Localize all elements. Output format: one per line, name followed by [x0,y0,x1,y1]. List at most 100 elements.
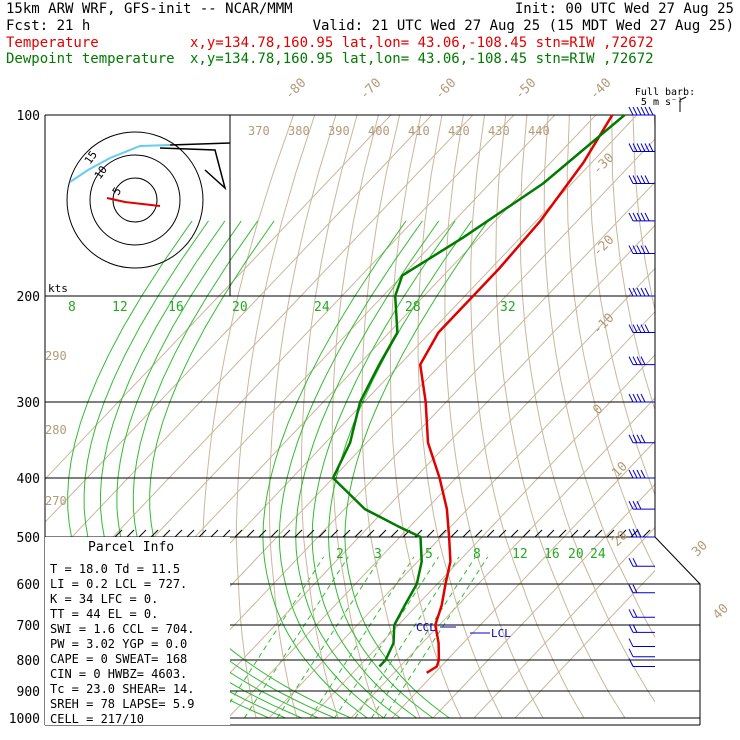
parcel-info-title: Parcel Info [88,540,174,555]
hatch-mark [558,529,567,538]
isotherm-line [309,354,655,719]
dry-adiabat [566,115,655,569]
legend-temperature-info: x,y=134.78,160.95 lat,lon= 43.06,-108.45… [190,35,654,51]
pressure-label-400: 400 [17,472,40,487]
hodo-units-label: kts [48,282,68,295]
wind-barb [628,528,655,538]
isotherm-label-top: -80 [282,76,309,103]
mixing-ratio-label: 5 [425,547,433,562]
wind-barb [628,356,655,366]
hatch-mark [210,529,219,538]
theta-label: 380 [288,124,310,138]
dry-adiabat [390,115,462,719]
moist-adiabat [311,220,456,719]
wind-barb [628,557,655,567]
hodo-speed-label: 8 [68,300,76,315]
hatch-mark [246,529,255,538]
hatch-mark [498,529,507,538]
parcel-info-row: K = 34 LFC = 0. [50,592,158,606]
hatch-mark [546,529,555,538]
wind-barb [628,143,655,152]
isotherm-line [45,115,392,480]
theta-label: 440 [528,124,550,138]
header-forecast: Fcst: 21 h [6,18,90,34]
mixing-ratio-label: 20 [568,547,584,562]
dry-adiabat [235,115,316,719]
parcel-info-row: LI = 0.2 LCL = 727. [50,577,187,591]
hatch-mark [522,529,531,538]
theta-label-left: 280 [45,423,67,437]
pressure-label-500: 500 [17,531,40,546]
wind-barb [628,106,655,116]
hodo-trace-mid [69,144,171,183]
isotherm-label-top: -50 [512,76,539,103]
moist-adiabat [278,220,423,719]
parcel-info-row: Tc = 23.0 SHEAR= 14. [50,682,195,696]
barb-legend-units: 5 m s⁻¹ [641,97,683,108]
theta-label: 410 [408,124,430,138]
hatch-mark [222,529,231,538]
hodo-speed-label: 32 [500,300,516,315]
wind-barb [628,609,655,618]
isotherm-label-top: -40 [587,76,614,103]
parcel-info-row: TT = 44 EL = 0. [50,607,158,621]
hatch-mark [486,529,495,538]
hatch-mark [186,529,195,538]
parcel-info-panel: Parcel Info T = 18.0 Td = 11.5LI = 0.2 L… [45,537,230,726]
hatch-mark [138,529,147,538]
hodo-speed-label: 24 [314,300,330,315]
hatch-mark [354,529,363,538]
header-init: Init: 00 UTC Wed 27 Aug 25 [515,1,734,17]
hatch-mark [270,529,279,538]
moist-adiabat [262,220,407,719]
isotherm-line [145,181,655,719]
isotherm-label-top: -60 [432,76,459,103]
isotherm-line [45,115,515,610]
series-temperature [418,114,614,674]
hodo-trace-low [106,197,161,207]
wind-barb [628,648,655,658]
hatch-mark [282,529,291,538]
theta-label: 420 [448,124,470,138]
isotherm-line [268,310,655,719]
hatch-mark [174,529,183,538]
hatch-mark [330,529,339,538]
wind-barb [628,658,655,667]
wind-barb [628,584,655,594]
dry-adiabat [444,115,544,719]
hatch-mark [618,529,627,538]
dry-adiabat [653,115,655,137]
lcl-label: LCL [491,627,511,640]
dry-adiabat [268,115,337,719]
hatch-mark [114,529,123,538]
hodo-trace-upper [159,142,231,191]
hatch-mark [258,529,267,538]
wind-barb [628,212,655,222]
wind-barb [628,638,655,648]
mixing-ratio-line [276,556,382,719]
dry-adiabat [676,115,740,718]
mixing-ratio-label: 8 [473,547,481,562]
parcel-info-row: CELL = 217/10 [50,712,144,726]
hatch-mark [474,529,483,538]
hatch-mark [438,529,447,538]
pressure-label-1000: 1000 [9,712,40,727]
hatch-mark [534,529,543,538]
mixing-ratio-label: 2 [336,547,344,562]
ccl-marker: CCL [416,621,456,634]
hatch-mark [234,529,243,538]
isotherm-label-top: -70 [357,76,384,103]
isotherm-line [514,569,655,719]
dry-adiabat [331,115,380,719]
hodo-ring [89,154,181,246]
theta-label-left: 270 [45,494,67,508]
parcel-info-row: PW = 3.02 YGP = 0.0 [50,637,187,651]
pressure-label-100: 100 [17,109,40,124]
header-valid: Valid: 21 UTC Wed 27 Aug 25 (15 MDT Wed … [313,18,734,34]
wind-barb [628,393,655,403]
isotherm-line [350,397,655,719]
barb-legend-title: Full barb: [635,87,695,98]
parcel-info-row: CAPE = 0 SWEAT= 168 [50,652,187,666]
parcel-info-row: T = 18.0 Td = 11.5 [50,562,180,576]
